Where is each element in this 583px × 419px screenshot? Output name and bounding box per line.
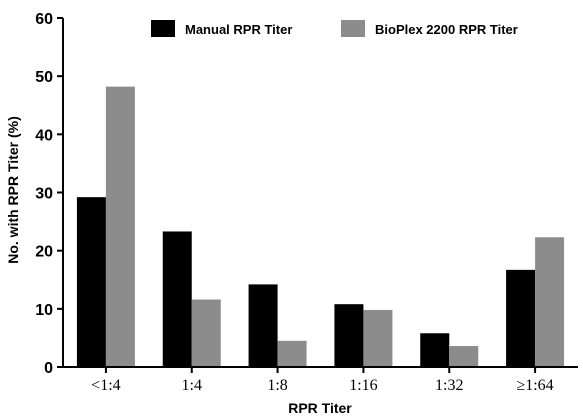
y-tick-label: 60 [35,11,53,28]
x-ticks-group: <1:4 1:4 1:8 1:16 1:32 ≥1:64 [91,367,554,394]
y-tick-label: 40 [35,127,53,144]
bar-manual-2 [248,284,278,367]
x-tick-label: 1:16 [349,377,377,394]
legend-label-1: BioPlex 2200 RPR Titer [375,22,518,37]
bar-bioplex-2 [277,340,307,367]
x-tick-label: 1:4 [182,377,202,394]
x-tick-label: ≥1:64 [516,377,553,394]
bar-bioplex-3 [363,309,393,367]
bar-manual-0 [76,197,106,367]
bars-group [76,86,565,368]
x-axis-title: RPR Titer [288,400,352,416]
y-tick-label: 10 [35,302,53,319]
y-axis-title: No. with RPR Titer (%) [5,116,21,264]
bar-manual-3 [334,304,364,367]
y-tick-label: 30 [35,186,53,203]
bar-bioplex-5 [535,237,565,367]
x-tick-label: 1:8 [267,377,287,394]
bar-manual-1 [162,231,192,367]
bar-bioplex-1 [191,299,221,367]
bar-manual-4 [420,333,450,367]
x-tick-label: <1:4 [91,377,120,394]
legend: Manual RPR Titer BioPlex 2200 RPR Titer [151,20,518,37]
legend-swatch-1 [341,20,365,37]
bar-bioplex-0 [105,86,135,368]
y-tick-label: 0 [44,360,53,377]
legend-swatch-0 [151,20,175,37]
y-tick-label: 20 [35,244,53,261]
y-tick-label: 50 [35,69,53,86]
bar-bioplex-4 [449,346,479,367]
x-tick-label: 1:32 [435,377,463,394]
y-ticks-group: 0 10 20 30 40 50 60 [35,11,63,377]
legend-label-0: Manual RPR Titer [185,22,292,37]
axes-group [62,18,578,368]
bar-manual-5 [506,269,536,367]
